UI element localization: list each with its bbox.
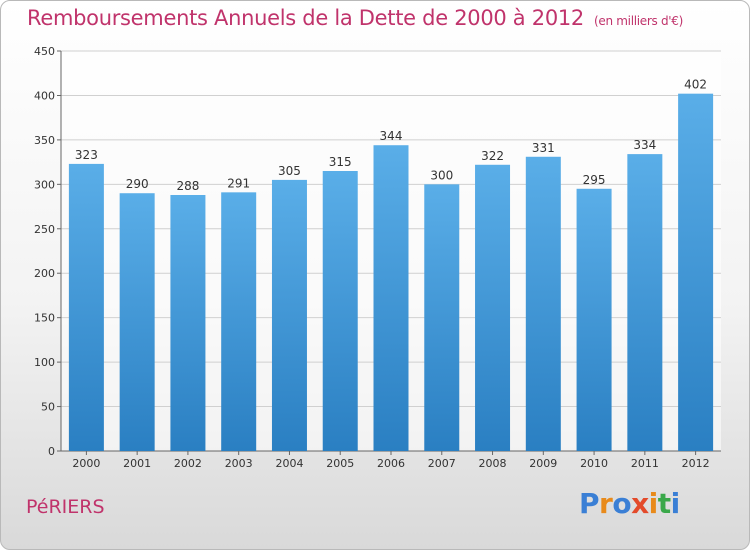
y-tick-label: 350 — [34, 134, 55, 147]
y-tick-label: 100 — [34, 356, 55, 369]
data-label: 331 — [532, 141, 555, 155]
logo-letter: r — [599, 487, 613, 520]
bar — [525, 156, 561, 451]
data-label: 291 — [227, 176, 250, 190]
logo-letter: P — [579, 487, 600, 520]
y-tick-label: 200 — [34, 267, 55, 280]
x-tick-label: 2003 — [225, 457, 253, 470]
x-tick-label: 2002 — [174, 457, 202, 470]
data-label: 290 — [126, 177, 149, 191]
commune-name: PéRIERS — [26, 496, 105, 518]
x-tick-label: 2010 — [580, 457, 608, 470]
y-tick-label: 250 — [34, 223, 55, 236]
bar — [221, 192, 257, 452]
logo-letter: o — [612, 487, 632, 520]
data-label: 344 — [380, 129, 403, 143]
data-label: 334 — [633, 138, 656, 152]
x-tick-label: 2007 — [428, 457, 456, 470]
y-tick-label: 0 — [48, 445, 55, 458]
bar — [271, 179, 307, 451]
data-label: 295 — [583, 173, 606, 187]
y-tick-label: 300 — [34, 178, 55, 191]
title-text: Remboursements Annuels de la Dette de 20… — [27, 6, 584, 30]
bar — [678, 93, 714, 452]
bar — [475, 164, 511, 451]
x-tick-label: 2004 — [275, 457, 303, 470]
x-tick-label: 2012 — [682, 457, 710, 470]
bar — [322, 171, 358, 451]
data-label: 323 — [75, 148, 98, 162]
x-tick-label: 2009 — [529, 457, 557, 470]
data-label: 322 — [481, 149, 504, 163]
bar — [424, 184, 460, 452]
bar — [373, 145, 409, 451]
data-label: 300 — [430, 168, 453, 182]
x-tick-label: 2000 — [72, 457, 100, 470]
data-label: 315 — [329, 155, 352, 169]
bar — [119, 193, 155, 451]
logo-letter: i — [648, 487, 659, 520]
data-label: 305 — [278, 164, 301, 178]
bar — [170, 195, 206, 451]
x-tick-label: 2006 — [377, 457, 405, 470]
y-tick-label: 450 — [34, 45, 55, 58]
x-tick-label: 2001 — [123, 457, 151, 470]
bar — [68, 163, 104, 451]
logo-letter: t — [657, 487, 671, 520]
x-tick-label: 2008 — [479, 457, 507, 470]
logo-letter: x — [631, 487, 649, 520]
bar — [627, 154, 663, 451]
y-tick-label: 400 — [34, 89, 55, 102]
bar — [576, 188, 612, 451]
data-label: 288 — [176, 179, 199, 193]
x-tick-label: 2005 — [326, 457, 354, 470]
chart-title: Remboursements Annuels de la Dette de 20… — [27, 6, 683, 30]
proxiti-logo: Proxiti — [579, 487, 680, 520]
logo-letter: i — [670, 487, 681, 520]
y-tick-label: 150 — [34, 312, 55, 325]
y-tick-label: 50 — [41, 401, 55, 414]
x-tick-label: 2011 — [631, 457, 659, 470]
unit-label: (en milliers d'€) — [594, 14, 684, 28]
data-label: 402 — [684, 78, 707, 92]
